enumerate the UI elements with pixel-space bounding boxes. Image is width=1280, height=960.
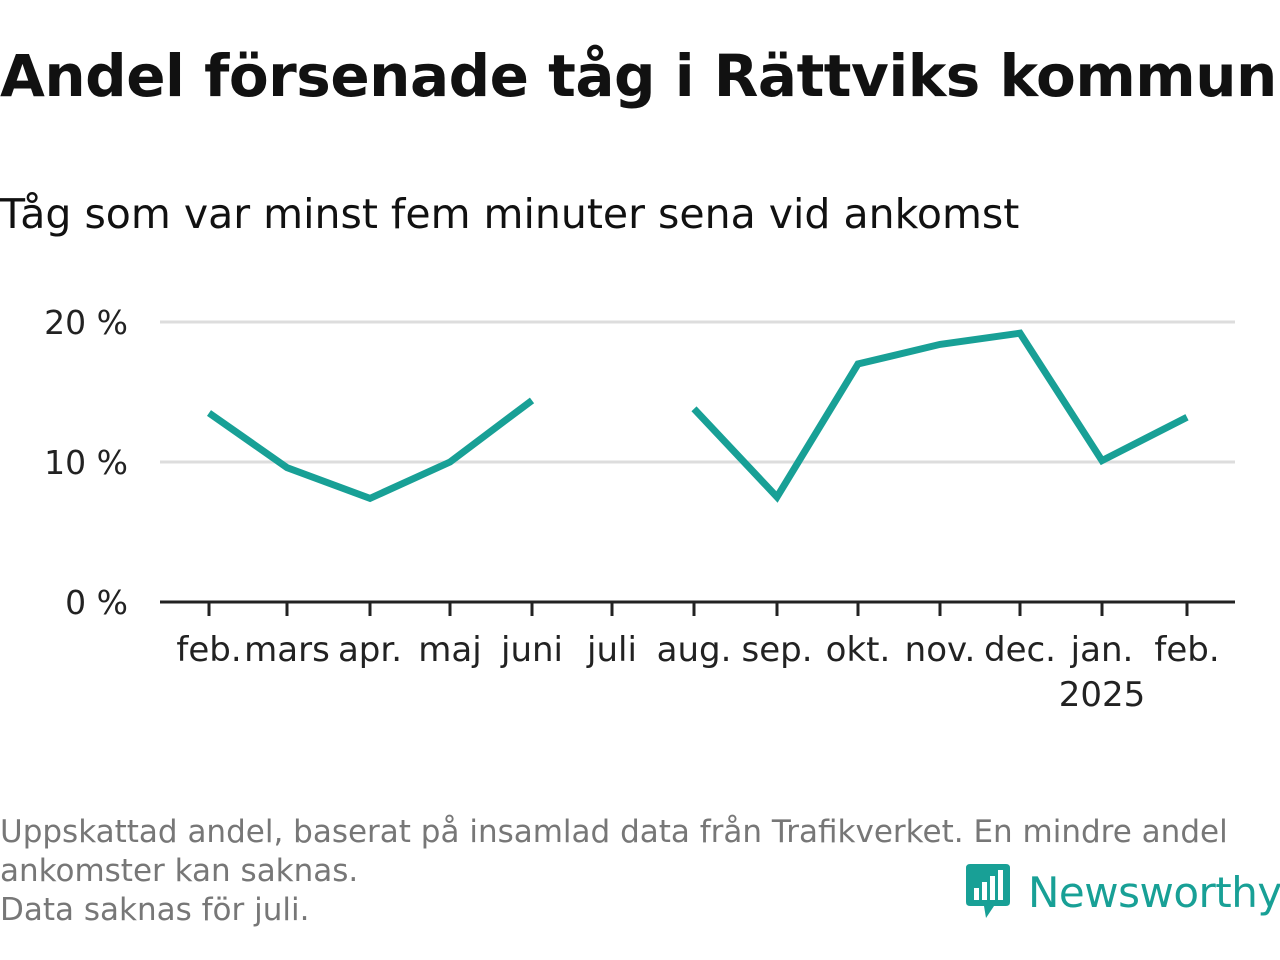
x-tick-label: dec. bbox=[984, 630, 1056, 670]
footnote-line: Uppskattad andel, baserat på insamlad da… bbox=[0, 814, 1228, 850]
x-tick-label: sep. bbox=[741, 630, 812, 670]
footnote-line: ankomster kan saknas. bbox=[0, 853, 359, 889]
x-tick-label: feb. bbox=[176, 630, 241, 670]
series-lines bbox=[206, 329, 1189, 503]
newsworthy-chart-bubble-icon bbox=[966, 864, 1010, 918]
series-line-segment bbox=[206, 397, 535, 503]
footnote-line: Data saknas för juli. bbox=[0, 892, 310, 928]
x-tick-label: juli bbox=[586, 630, 637, 670]
y-tick-label: 20 % bbox=[44, 303, 128, 342]
x-axis-labels: feb. mars apr. maj juni juli aug. sep. okt. nov. d… bbox=[176, 630, 1219, 715]
y-tick-label: 0 % bbox=[65, 583, 128, 622]
gridlines bbox=[160, 320, 1235, 464]
series-line-segment bbox=[691, 329, 1189, 503]
x-tick-label: juni bbox=[500, 630, 563, 670]
x-tick-label: mars bbox=[244, 630, 330, 670]
x-tick-label: nov. bbox=[905, 630, 976, 670]
x-tick-label: feb. bbox=[1154, 630, 1219, 670]
newsworthy-logo: Newsworthy bbox=[962, 862, 1280, 922]
line-chart: 0 %10 %20 % feb. mars apr. maj juni juli aug. s… bbox=[44, 303, 1235, 715]
x-tick-label: okt. bbox=[826, 630, 891, 670]
x-axis bbox=[160, 600, 1235, 616]
x-tick-label: apr. bbox=[338, 630, 402, 670]
x-tick-label: maj bbox=[418, 630, 481, 670]
x-tick-label: jan. bbox=[1070, 630, 1134, 670]
footnote: Uppskattad andel, baserat på insamlad da… bbox=[0, 813, 1270, 930]
chart-subtitle: Tåg som var minst fem minuter sena vid a… bbox=[0, 190, 1020, 238]
chart-title: Andel försenade tåg i Rättviks kommun bbox=[0, 42, 1277, 110]
x-tick-label: aug. bbox=[657, 630, 732, 670]
brand-name: Newsworthy bbox=[1028, 867, 1280, 917]
x-tick-sublabel: 2025 bbox=[1059, 675, 1146, 715]
y-axis-labels: 0 % 10 % 20 % bbox=[44, 303, 128, 622]
y-tick-label: 10 % bbox=[44, 443, 128, 482]
